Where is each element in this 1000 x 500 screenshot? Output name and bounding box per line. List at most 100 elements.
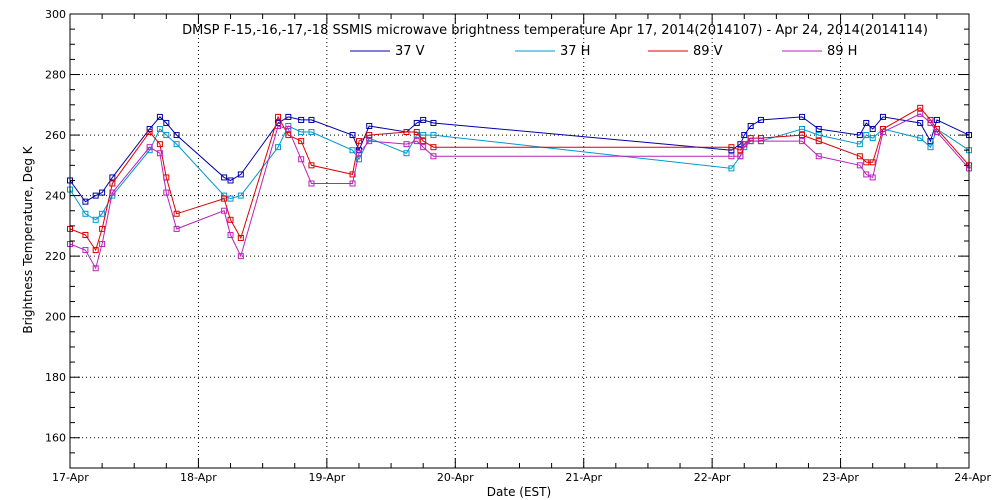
data-point <box>366 122 373 129</box>
data-point <box>917 119 924 126</box>
data-point <box>917 104 924 111</box>
data-point <box>747 135 754 142</box>
series-line <box>69 125 970 221</box>
data-point <box>92 265 99 272</box>
data-point <box>285 122 292 129</box>
data-point <box>82 231 89 238</box>
data-point <box>237 253 244 260</box>
data-point <box>869 135 876 142</box>
data-point <box>728 144 735 151</box>
data-point <box>163 119 170 126</box>
y-tick-label: 300 <box>45 8 66 21</box>
data-point <box>741 141 748 148</box>
data-point <box>799 138 806 145</box>
data-point <box>173 141 180 148</box>
data-point <box>109 174 116 181</box>
data-point <box>298 156 305 163</box>
legend-label: 89 H <box>827 44 857 59</box>
data-point <box>757 138 764 145</box>
data-point <box>856 141 863 148</box>
data-point <box>355 138 362 145</box>
x-tick-label: 23-Apr <box>822 471 859 484</box>
data-point <box>92 247 99 254</box>
data-point <box>420 144 427 151</box>
data-point <box>737 141 744 148</box>
data-point <box>403 150 410 157</box>
data-point <box>82 198 89 205</box>
data-point <box>349 132 356 139</box>
data-point <box>308 129 315 136</box>
series-37h <box>67 122 972 223</box>
legend-label: 89 V <box>693 44 723 59</box>
data-point <box>227 177 234 184</box>
data-point <box>298 138 305 145</box>
x-tick-label: 24-Apr <box>954 471 991 484</box>
data-point <box>82 210 89 217</box>
y-axis: 160 180 200 220 240 260 280 300 <box>45 8 969 469</box>
data-point <box>221 174 228 181</box>
data-point <box>146 129 153 136</box>
data-point <box>815 132 822 139</box>
data-point <box>757 135 764 142</box>
x-tick-label: 17-Apr <box>52 471 89 484</box>
y-axis-title: Brightness Temperature, Deg K <box>21 145 35 333</box>
data-point <box>869 159 876 166</box>
data-point <box>430 144 437 151</box>
data-point <box>933 116 940 123</box>
data-point <box>82 247 89 254</box>
y-tick-label: 200 <box>45 311 66 324</box>
data-point <box>403 129 410 136</box>
data-point <box>99 241 106 248</box>
legend: 37 V 37 H 89 V 89 H <box>350 44 857 59</box>
series-89h <box>67 110 972 272</box>
data-point <box>308 180 315 187</box>
data-point <box>92 192 99 199</box>
data-point <box>355 150 362 157</box>
data-point <box>355 156 362 163</box>
data-point <box>863 132 870 139</box>
data-point <box>275 122 282 129</box>
x-axis-title: Date (EST) <box>487 485 551 499</box>
data-point <box>863 171 870 178</box>
data-point <box>799 126 806 133</box>
data-point <box>227 195 234 202</box>
data-point <box>413 129 420 136</box>
y-tick-label: 160 <box>45 432 66 445</box>
x-tick-label: 22-Apr <box>694 471 731 484</box>
data-point <box>156 126 163 133</box>
data-point <box>227 231 234 238</box>
data-point <box>156 113 163 120</box>
data-point <box>92 216 99 223</box>
data-point <box>856 132 863 139</box>
y-tick-label: 280 <box>45 69 66 82</box>
x-tick-label: 21-Apr <box>565 471 602 484</box>
data-point <box>420 116 427 123</box>
data-point <box>747 122 754 129</box>
data-point <box>879 129 886 136</box>
data-point <box>430 153 437 160</box>
data-point <box>275 144 282 151</box>
data-point <box>927 144 934 151</box>
data-point <box>349 180 356 187</box>
data-point <box>728 153 735 160</box>
data-point <box>430 119 437 126</box>
data-point <box>737 153 744 160</box>
data-point <box>728 165 735 172</box>
x-tick-label: 18-Apr <box>180 471 217 484</box>
y-tick-label: 240 <box>45 190 66 203</box>
y-tick-label: 220 <box>45 250 66 263</box>
data-point <box>420 138 427 145</box>
data-point <box>737 147 744 154</box>
data-point <box>308 116 315 123</box>
data-point <box>856 162 863 169</box>
data-point <box>366 132 373 139</box>
data-point <box>917 135 924 142</box>
data-point <box>741 132 748 139</box>
data-point <box>815 138 822 145</box>
data-point <box>237 171 244 178</box>
data-point <box>933 129 940 136</box>
data-point <box>430 132 437 139</box>
data-point <box>156 141 163 148</box>
